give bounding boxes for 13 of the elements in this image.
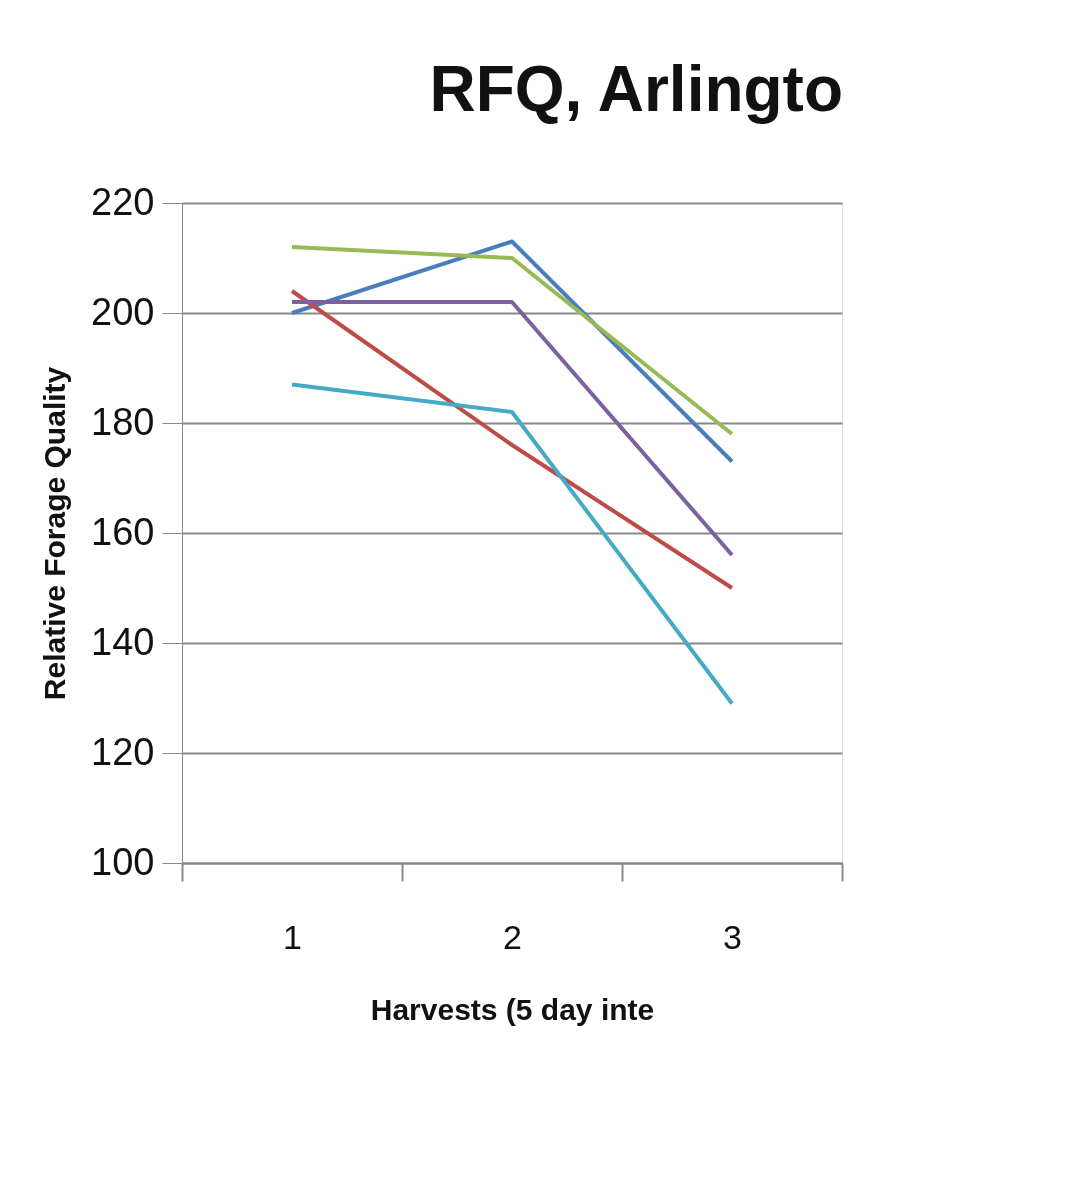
y-tick-label: 180 — [91, 400, 155, 443]
y-tick-label: 220 — [91, 180, 155, 223]
y-axis-title: Relative Forage Quality — [38, 366, 72, 701]
x-tick-label: 3 — [723, 917, 742, 956]
x-tick-label: 1 — [283, 917, 302, 956]
y-tick-label: 120 — [91, 730, 155, 773]
x-tick-label: 2 — [503, 917, 522, 956]
x-axis-title: Harvests (5 day inte — [370, 992, 655, 1026]
y-tick-label: 200 — [91, 290, 155, 333]
y-tick-label: 140 — [91, 620, 155, 663]
y-tick-label: 160 — [91, 510, 155, 553]
y-tick-label: 100 — [91, 840, 155, 883]
chart-title: RFQ, Arlingto — [429, 53, 843, 125]
